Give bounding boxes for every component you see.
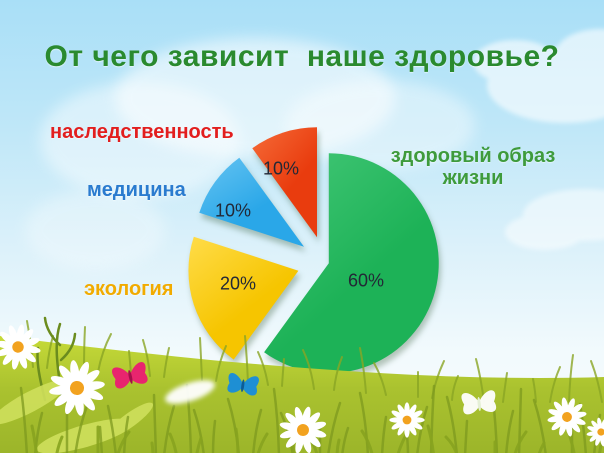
clouds <box>25 29 604 270</box>
blue-butterfly-icon <box>227 373 259 396</box>
pie-slice-0 <box>264 153 439 374</box>
white-butterfly-icon <box>461 390 497 415</box>
daisy-icon <box>279 406 327 453</box>
cloud-icon <box>25 190 165 270</box>
daisy-icon <box>0 324 41 370</box>
cloud-icon <box>505 189 604 250</box>
cloud-icon <box>473 29 604 123</box>
pie-slice-3 <box>252 127 317 238</box>
daisy-icon <box>547 397 587 437</box>
white-flower-icon <box>165 380 215 404</box>
pink-butterfly-icon <box>112 362 148 389</box>
grass-blade-icon <box>30 422 604 453</box>
pct-medicine: 10% <box>214 200 252 221</box>
pct-heredity: 10% <box>262 158 300 179</box>
grass-blades-front <box>19 383 604 453</box>
grass-blade-icon <box>26 320 603 403</box>
meadow <box>0 316 604 453</box>
label-heredity: наследственность <box>50 121 234 143</box>
daisy-icon <box>389 402 425 438</box>
pct-healthy-lifestyle: 60% <box>347 270 385 291</box>
pie-slice-1 <box>188 236 299 360</box>
pct-ecology: 20% <box>219 273 257 294</box>
label-healthy-lifestyle: здоровый образ жизни <box>390 145 556 190</box>
grass-blades-back <box>26 320 603 403</box>
label-ecology: экология <box>84 278 174 300</box>
slide-title: От чего зависит наше здоровье? <box>44 40 560 73</box>
daisy-icon <box>49 360 105 416</box>
pie-chart <box>188 127 439 374</box>
label-medicine: медицина <box>87 179 186 201</box>
cloud-icon <box>285 80 475 170</box>
pie-slice-2 <box>199 157 304 247</box>
